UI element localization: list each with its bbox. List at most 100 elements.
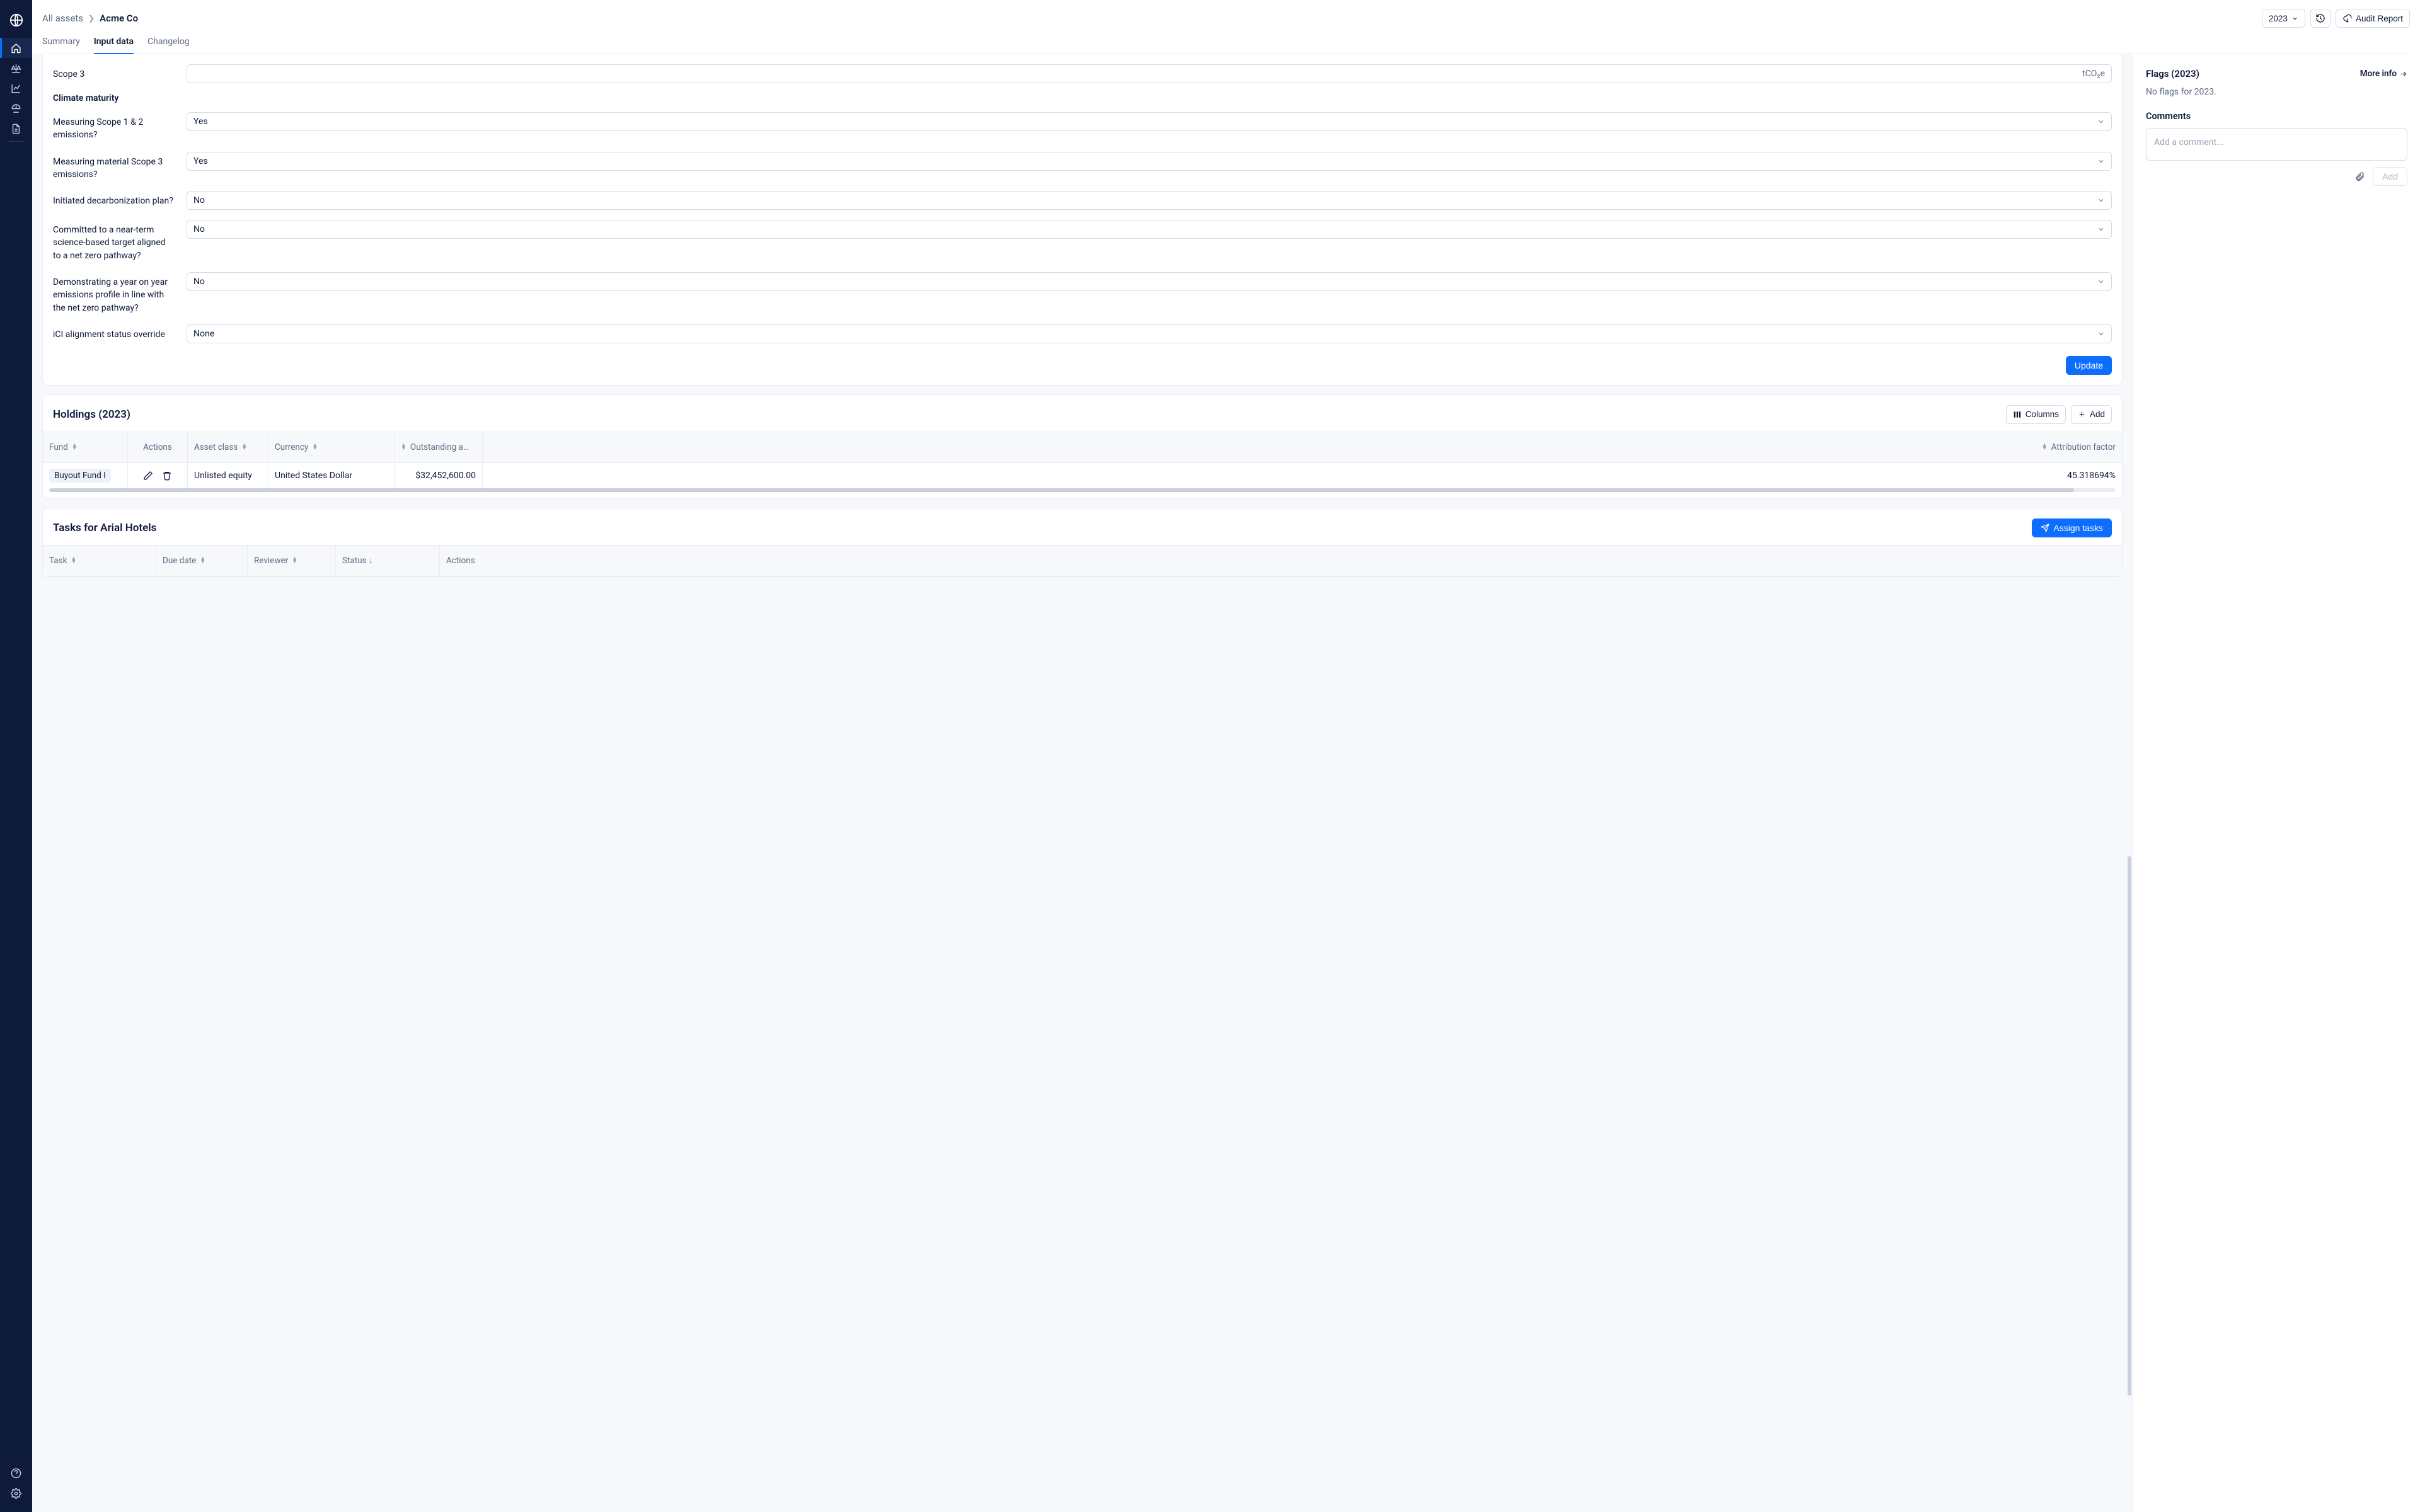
fund-chip[interactable]: Buyout Fund I	[49, 469, 111, 483]
sort-icon: ▲▼	[312, 444, 318, 450]
table-header-row: Task▲▼ Due date▲▼ Reviewer▲▼ Status ↓ Ac…	[43, 546, 2122, 576]
form-row-q1: Measuring Scope 1 & 2 emissions? Yes	[53, 112, 2112, 142]
add-holding-button[interactable]: Add	[2071, 405, 2112, 424]
tab-input-data[interactable]: Input data	[94, 37, 134, 54]
add-holding-label: Add	[2090, 410, 2105, 419]
audit-report-button[interactable]: Audit Report	[2336, 9, 2410, 28]
q1-label: Measuring Scope 1 & 2 emissions?	[53, 112, 174, 142]
sort-icon: ▲▼	[241, 444, 247, 450]
topbar: All assets ❯ Acme Co 2023 Audit Report S	[32, 0, 2420, 54]
tasks-table: Task▲▼ Due date▲▼ Reviewer▲▼ Status ↓ Ac…	[43, 546, 2122, 576]
col-attribution[interactable]: ▲▼Attribution factor	[483, 432, 2122, 463]
flags-title: Flags (2023)	[2146, 68, 2199, 79]
q3-select[interactable]: No	[187, 191, 2112, 210]
paperclip-icon	[2354, 171, 2365, 182]
form-row-q6: iCI alignment status override None	[53, 324, 2112, 343]
q2-value: Yes	[193, 156, 208, 166]
scope3-input[interactable]: tCO₂e	[187, 64, 2112, 83]
chevron-down-icon	[2097, 226, 2105, 233]
col-currency[interactable]: Currency▲▼	[268, 432, 395, 463]
col-due[interactable]: Due date▲▼	[156, 546, 248, 576]
q4-value: No	[193, 224, 205, 234]
columns-button[interactable]: Columns	[2006, 405, 2066, 424]
tab-summary[interactable]: Summary	[42, 37, 80, 54]
assign-tasks-button[interactable]: Assign tasks	[2032, 518, 2112, 537]
top-actions: 2023 Audit Report	[2262, 9, 2410, 28]
sidebar-item-globe[interactable]	[0, 98, 32, 118]
main-area: All assets ❯ Acme Co 2023 Audit Report S	[32, 0, 2420, 1512]
q6-value: None	[193, 329, 214, 339]
attach-button[interactable]	[2354, 171, 2365, 182]
sidebar-item-analytics[interactable]	[0, 78, 32, 98]
scope3-label: Scope 3	[53, 64, 174, 81]
q5-select[interactable]: No	[187, 272, 2112, 291]
q3-value: No	[193, 195, 205, 205]
tab-changelog[interactable]: Changelog	[147, 37, 190, 54]
arrow-right-icon	[2399, 70, 2407, 78]
q2-select[interactable]: Yes	[187, 152, 2112, 171]
col-actions: Actions	[128, 432, 188, 463]
assign-tasks-label: Assign tasks	[2053, 523, 2103, 533]
delete-row-button[interactable]	[162, 471, 172, 481]
form-row-q4: Committed to a near-term science-based t…	[53, 220, 2112, 262]
tabs: Summary Input data Changelog	[42, 37, 2410, 54]
breadcrumb: All assets ❯ Acme Co	[42, 13, 138, 24]
center-v-scrollbar[interactable]	[2128, 54, 2131, 1512]
cell-outstanding: $32,452,600.00	[395, 463, 483, 488]
sort-icon: ▲▼	[292, 558, 297, 564]
sidebar-item-balance[interactable]	[0, 58, 32, 78]
col-reviewer[interactable]: Reviewer▲▼	[248, 546, 336, 576]
col-outstanding[interactable]: ▲▼Outstanding amount	[395, 432, 483, 463]
q4-label: Committed to a near-term science-based t…	[53, 220, 174, 262]
q3-label: Initiated decarbonization plan?	[53, 191, 174, 207]
tasks-card: Tasks for Arial Hotels Assign tasks	[42, 508, 2123, 577]
col-task-actions: Actions	[440, 546, 2122, 576]
update-button[interactable]: Update	[2066, 356, 2112, 375]
no-flags-text: No flags for 2023.	[2146, 87, 2407, 97]
center-scroll-area[interactable]: Scope 3 tCO₂e Climate maturity Measuring…	[32, 54, 2133, 1512]
sort-icon: ▲▼	[2042, 444, 2048, 450]
holdings-card: Holdings (2023) Columns Add	[42, 394, 2123, 499]
columns-icon	[2013, 410, 2022, 419]
col-fund[interactable]: Fund▲▼	[43, 432, 128, 463]
q5-value: No	[193, 277, 205, 287]
sidebar-item-report[interactable]	[0, 118, 32, 139]
edit-row-button[interactable]	[143, 471, 153, 481]
sidebar-item-settings[interactable]	[0, 1483, 32, 1503]
holdings-h-scrollbar[interactable]	[49, 488, 2116, 492]
breadcrumb-root[interactable]: All assets	[42, 13, 83, 24]
history-button[interactable]	[2310, 9, 2331, 28]
year-selector[interactable]: 2023	[2262, 9, 2305, 28]
form-row-q5: Demonstrating a year on year emissions p…	[53, 272, 2112, 314]
table-header-row: Fund▲▼ Actions Asset class▲▼ Currency▲▼ …	[43, 432, 2122, 463]
holdings-table: Fund▲▼ Actions Asset class▲▼ Currency▲▼ …	[43, 432, 2122, 488]
cell-currency: United States Dollar	[268, 463, 395, 488]
comments-title: Comments	[2146, 111, 2407, 122]
chevron-down-icon	[2097, 158, 2105, 165]
sidebar-item-help[interactable]	[0, 1463, 32, 1483]
pencil-icon	[143, 471, 153, 481]
year-selector-label: 2023	[2269, 14, 2288, 23]
q1-select[interactable]: Yes	[187, 112, 2112, 131]
scope3-unit: tCO₂e	[2082, 69, 2105, 79]
col-asset-class[interactable]: Asset class▲▼	[188, 432, 268, 463]
q4-select[interactable]: No	[187, 220, 2112, 239]
q1-value: Yes	[193, 117, 208, 127]
add-comment-button[interactable]: Add	[2373, 167, 2407, 186]
breadcrumb-current: Acme Co	[100, 13, 138, 24]
audit-report-label: Audit Report	[2356, 14, 2403, 23]
sort-icon: ▲▼	[72, 444, 78, 450]
sidebar-item-home[interactable]	[0, 38, 32, 58]
climate-form-card: Scope 3 tCO₂e Climate maturity Measuring…	[42, 54, 2123, 386]
cloud-download-icon	[2342, 14, 2352, 23]
q6-select[interactable]: None	[187, 324, 2112, 343]
q2-label: Measuring material Scope 3 emissions?	[53, 152, 174, 181]
cell-attribution: 45.318694%	[483, 463, 2122, 488]
comment-input[interactable]: Add a comment...	[2146, 128, 2407, 161]
more-info-link[interactable]: More info	[2360, 69, 2407, 79]
col-status[interactable]: Status ↓	[336, 546, 440, 576]
col-task[interactable]: Task▲▼	[43, 546, 156, 576]
columns-button-label: Columns	[2025, 410, 2059, 419]
center-column: Scope 3 tCO₂e Climate maturity Measuring…	[32, 54, 2133, 1512]
send-icon	[2041, 524, 2049, 532]
